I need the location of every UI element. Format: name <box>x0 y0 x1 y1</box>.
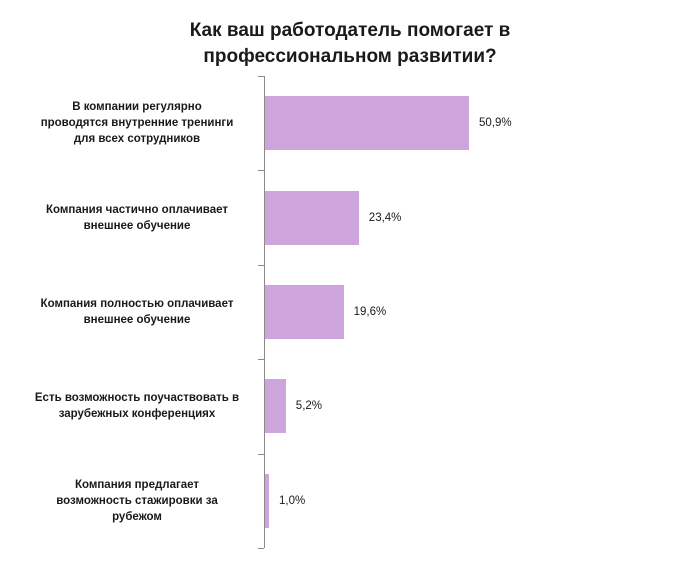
category-label-line: Компания предлагает <box>74 479 200 491</box>
chart-title-line-2: профессиональном развитии? <box>203 46 497 67</box>
bar <box>265 96 469 150</box>
data-label: 5,2% <box>295 400 323 412</box>
category-label-text: Компания предлагает возможность стажировк… <box>56 477 217 525</box>
category-label: В компании регулярно проводятся внутренни… <box>22 93 252 153</box>
category-label-text: Компания полностью оплачивает внешнее обу… <box>41 296 234 328</box>
category-label-line: внешнее обучение <box>83 314 191 326</box>
axis-tick <box>258 454 264 455</box>
axis-tick <box>258 76 264 77</box>
data-label: 1,0% <box>279 495 306 507</box>
category-label-line: рубежом <box>112 511 162 523</box>
category-label-text: Компания частично оплачивает внешнее обуч… <box>46 202 228 234</box>
category-label-line: внешнее обучение <box>83 220 191 232</box>
chart-title-line-1: Как ваш работодатель помогает в <box>189 20 511 41</box>
category-label-text: В компании регулярно проводятся внутренни… <box>41 99 234 147</box>
category-label-text: Есть возможность поучаствовать в зарубежн… <box>35 390 239 422</box>
axis-tick <box>258 548 264 549</box>
data-label: 19,6% <box>353 306 387 318</box>
bar <box>265 379 286 433</box>
bar <box>265 191 359 245</box>
axis-tick <box>258 170 264 171</box>
data-label: 23,4% <box>368 212 402 224</box>
bar <box>265 285 344 339</box>
axis-tick <box>258 359 264 360</box>
data-label: 50,9% <box>479 117 512 129</box>
axis-tick <box>258 265 264 266</box>
category-label-line: В компании регулярно <box>72 101 202 113</box>
category-label: Компания предлагает возможность стажировк… <box>22 471 252 531</box>
category-label-line: возможность стажировки за <box>56 495 218 507</box>
category-label-line: Есть возможность поучаствовать в <box>34 392 240 404</box>
category-label-line: проводятся внутренние тренинги <box>40 117 234 129</box>
bar <box>265 474 269 528</box>
category-label: Компания полностью оплачивает внешнее обу… <box>22 282 252 342</box>
category-label-line: Компания частично оплачивает <box>46 204 228 216</box>
category-label: Есть возможность поучаствовать в зарубежн… <box>22 376 252 436</box>
category-axis <box>264 76 265 548</box>
category-label-line: зарубежных конференциях <box>58 408 216 420</box>
category-label: Компания частично оплачивает внешнее обуч… <box>22 188 252 248</box>
category-label-line: Компания полностью оплачивает <box>40 298 234 310</box>
category-label-line: для всех сотрудников <box>73 133 201 145</box>
